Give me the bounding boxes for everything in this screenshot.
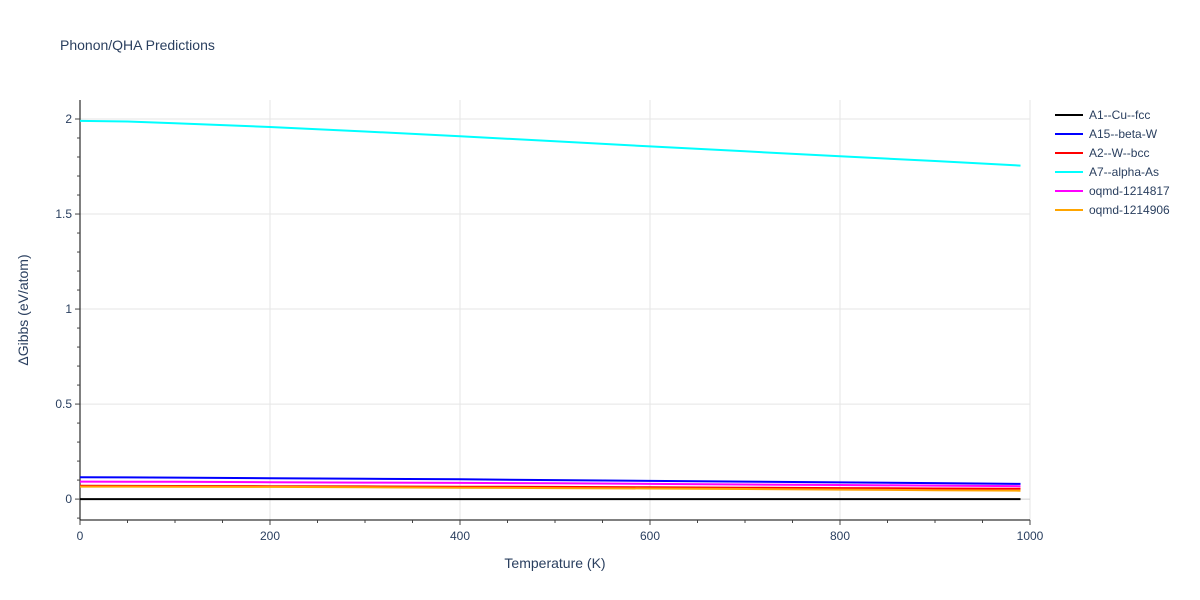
x-tick-label: 0 bbox=[77, 529, 84, 543]
y-tick-label: 1.5 bbox=[55, 207, 72, 221]
y-tick-label: 0 bbox=[65, 492, 72, 506]
y-tick-label: 0.5 bbox=[55, 397, 72, 411]
x-tick-labels: 0 200 400 600 800 1000 bbox=[77, 529, 1044, 543]
x-tick-label: 200 bbox=[260, 529, 280, 543]
y-tick-label: 1 bbox=[65, 302, 72, 316]
x-tick-label: 400 bbox=[450, 529, 470, 543]
x-tick-label: 800 bbox=[830, 529, 850, 543]
y-axis-title: ΔGibbs (eV/atom) bbox=[15, 254, 31, 365]
series-line-A7--alpha-As bbox=[79, 119, 1021, 167]
legend-label: A1--Cu--fcc bbox=[1089, 108, 1150, 122]
x-axis-title: Temperature (K) bbox=[504, 555, 605, 571]
x-tick-label: 1000 bbox=[1017, 529, 1044, 543]
legend-label: A7--alpha-As bbox=[1089, 165, 1159, 179]
chart-title: Phonon/QHA Predictions bbox=[60, 37, 215, 53]
y-tick-label: 2 bbox=[65, 112, 72, 126]
y-tick-labels: 0 0.5 1 1.5 2 bbox=[55, 112, 72, 506]
axes bbox=[75, 100, 1031, 525]
series-line-oqmd-1214906 bbox=[79, 485, 1021, 492]
x-tick-label: 600 bbox=[640, 529, 660, 543]
grid bbox=[80, 100, 1031, 520]
series-line-A15--beta-W bbox=[79, 476, 1021, 485]
series-lines bbox=[79, 119, 1021, 501]
legend-label: A2--W--bcc bbox=[1089, 146, 1149, 160]
legend-label: oqmd-1214817 bbox=[1089, 184, 1170, 198]
legend-label: oqmd-1214906 bbox=[1089, 203, 1170, 217]
series-line-oqmd-1214817 bbox=[79, 480, 1021, 488]
legend-label: A15--beta-W bbox=[1089, 127, 1158, 141]
legend: A1--Cu--fcc A15--beta-W A2--W--bcc A7--alph… bbox=[1055, 108, 1170, 217]
